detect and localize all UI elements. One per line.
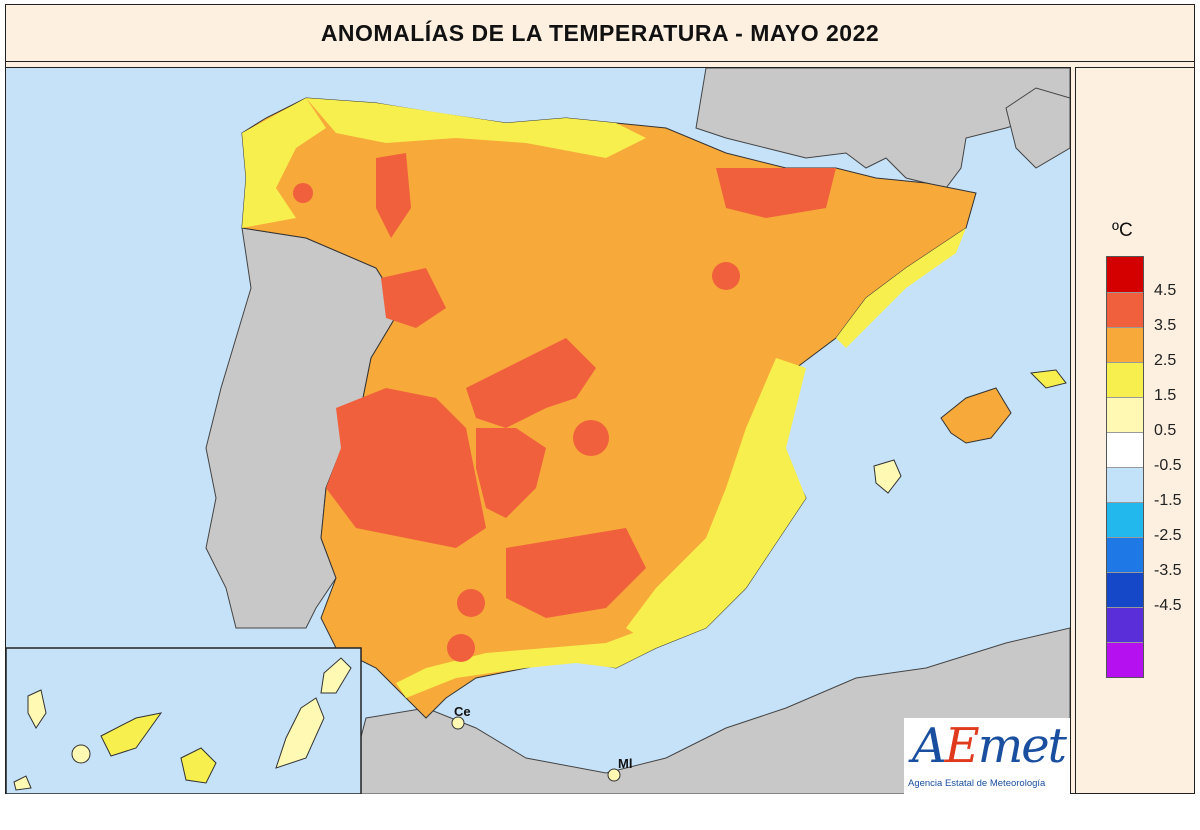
legend-swatch	[1107, 292, 1143, 327]
anomaly-zone-sevilla	[447, 634, 475, 662]
map-frame: ANOMALÍAS DE LA TEMPERATURA - MAYO 2022	[5, 4, 1195, 794]
legend-swatch	[1107, 502, 1143, 537]
anomaly-zone-extremadura	[326, 388, 486, 548]
gran-canaria-island	[180, 747, 217, 784]
hierro-island	[13, 775, 32, 791]
map-area: Ce Ml AEmet Agencia Estatal de Meteorolo…	[6, 67, 1071, 794]
legend-label: -0.5	[1154, 457, 1182, 474]
legend-swatch	[1107, 432, 1143, 467]
aemet-logo: AEmet Agencia Estatal de Meteorología	[904, 718, 1070, 794]
legend-label: 2.5	[1154, 352, 1177, 369]
anomaly-zone-teruel	[712, 262, 740, 290]
aemet-logo-subtitle: Agencia Estatal de Meteorología	[908, 778, 1046, 789]
legend-label: 1.5	[1154, 387, 1177, 404]
legend-label: 4.5	[1154, 282, 1177, 299]
map-svg	[6, 68, 1070, 794]
melilla-label: Ml	[618, 756, 633, 771]
africa-landmass	[345, 627, 1070, 794]
lanzarote-island	[320, 657, 352, 694]
legend-unit: ºC	[1112, 220, 1133, 241]
ceuta-marker	[451, 716, 465, 730]
anomaly-zone-jaen	[506, 528, 646, 618]
anomaly-zone-toledo	[476, 428, 546, 518]
title-bar: ANOMALÍAS DE LA TEMPERATURA - MAYO 2022	[6, 5, 1194, 62]
legend-swatch	[1107, 467, 1143, 502]
ibiza-island	[873, 459, 902, 494]
legend-label: 0.5	[1154, 422, 1177, 439]
legend-label: -3.5	[1154, 562, 1182, 579]
anomaly-zone-cuenca	[573, 420, 609, 456]
tenerife-island	[100, 712, 163, 757]
melilla-marker	[607, 768, 621, 782]
legend-label: -1.5	[1154, 492, 1182, 509]
anomaly-zone-central	[466, 338, 596, 428]
legend-swatch	[1107, 257, 1143, 292]
anomaly-zone-salamanca	[381, 268, 446, 328]
legend-label: 3.5	[1154, 317, 1177, 334]
legend-swatch	[1107, 572, 1143, 607]
ceuta-label: Ce	[454, 704, 471, 719]
corsica-island	[1005, 87, 1070, 169]
legend-panel: ºC 4.5 3.5 2.5 1.5 0.5 -0.5 -1.5 -2.5 -3.5 -4.5	[1075, 67, 1195, 794]
anomaly-zone-cordoba	[457, 589, 485, 617]
menorca-island	[1029, 369, 1067, 389]
legend-label: -2.5	[1154, 527, 1182, 544]
la-palma-island	[27, 689, 47, 729]
gomera-island	[71, 744, 91, 764]
mallorca-island	[940, 387, 1012, 444]
anomaly-zone-levante	[626, 358, 806, 648]
legend-color-bar	[1106, 256, 1144, 678]
legend-swatch	[1107, 362, 1143, 397]
legend-swatch	[1107, 607, 1143, 642]
anomaly-zone-andalusia-coast	[396, 628, 656, 698]
anomaly-zone-galicia	[242, 98, 326, 228]
legend-swatch	[1107, 642, 1143, 677]
map-title: ANOMALÍAS DE LA TEMPERATURA - MAYO 2022	[320, 19, 880, 46]
legend-label: -4.5	[1154, 597, 1182, 614]
legend-swatch	[1107, 397, 1143, 432]
aemet-logo-wordmark: AEmet	[912, 718, 1067, 774]
legend-swatch	[1107, 537, 1143, 572]
fuerteventura-island	[275, 697, 325, 769]
anomaly-zone-leon	[376, 153, 411, 238]
anomaly-zone-galicia-spot	[293, 183, 313, 203]
legend-swatch	[1107, 327, 1143, 362]
anomaly-zone-aragon-north	[716, 168, 836, 218]
anomaly-zone-cantabrian	[306, 98, 646, 158]
anomaly-zone-catalonia-coast	[836, 228, 966, 348]
